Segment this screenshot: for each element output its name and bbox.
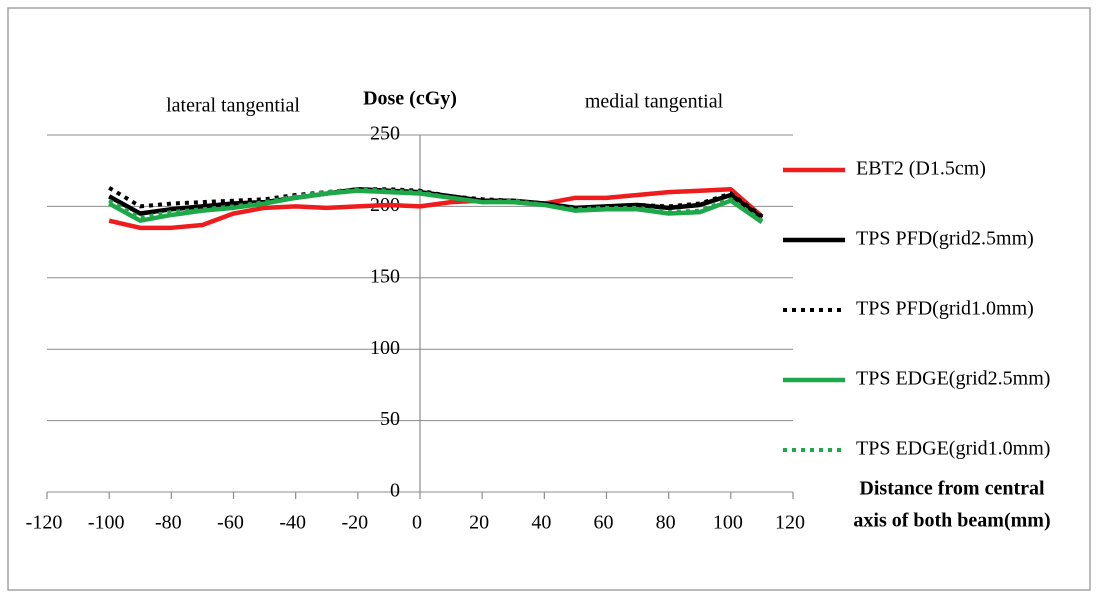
legend-label: TPS PFD(grid1.0mm) xyxy=(856,298,1034,320)
x-tick-label: 0 xyxy=(412,512,422,534)
y-tick-label: 250 xyxy=(370,123,400,145)
legend-label: EBT2 (D1.5cm) xyxy=(856,158,986,180)
series-line xyxy=(108,187,764,223)
series-line xyxy=(108,187,764,231)
x-tick-label: 60 xyxy=(594,512,614,534)
series-line xyxy=(108,186,764,219)
y-axis-title: Dose (cGy) xyxy=(363,88,457,110)
x-tick-label: -120 xyxy=(26,512,63,534)
x-axis-title: axis of both beam(mm) xyxy=(853,510,1050,532)
x-tick-label: -100 xyxy=(88,512,125,534)
annotation: medial tangential xyxy=(585,91,724,113)
y-tick-label: 100 xyxy=(370,337,400,359)
legend-label: TPS EDGE(grid2.5mm) xyxy=(856,368,1050,390)
legend-label: TPS PFD(grid2.5mm) xyxy=(856,228,1034,250)
x-tick-label: -80 xyxy=(155,512,182,534)
y-tick-label: 50 xyxy=(380,408,400,430)
x-tick-label: 120 xyxy=(775,512,805,534)
x-axis-title: Distance from central xyxy=(859,478,1045,500)
y-tick-label: 150 xyxy=(370,265,400,287)
x-tick-label: 100 xyxy=(713,512,743,534)
x-tick-label: -20 xyxy=(341,512,368,534)
x-tick-label: 40 xyxy=(531,512,551,534)
chart-border xyxy=(7,7,1091,591)
x-tick-label: -60 xyxy=(217,512,244,534)
annotation: lateral tangential xyxy=(166,95,300,117)
x-tick-label: -40 xyxy=(279,512,306,534)
y-tick-label: 0 xyxy=(390,480,400,502)
legend-label: TPS EDGE(grid1.0mm) xyxy=(856,438,1050,460)
x-tick-label: 20 xyxy=(469,512,489,534)
x-tick-label: 80 xyxy=(656,512,676,534)
